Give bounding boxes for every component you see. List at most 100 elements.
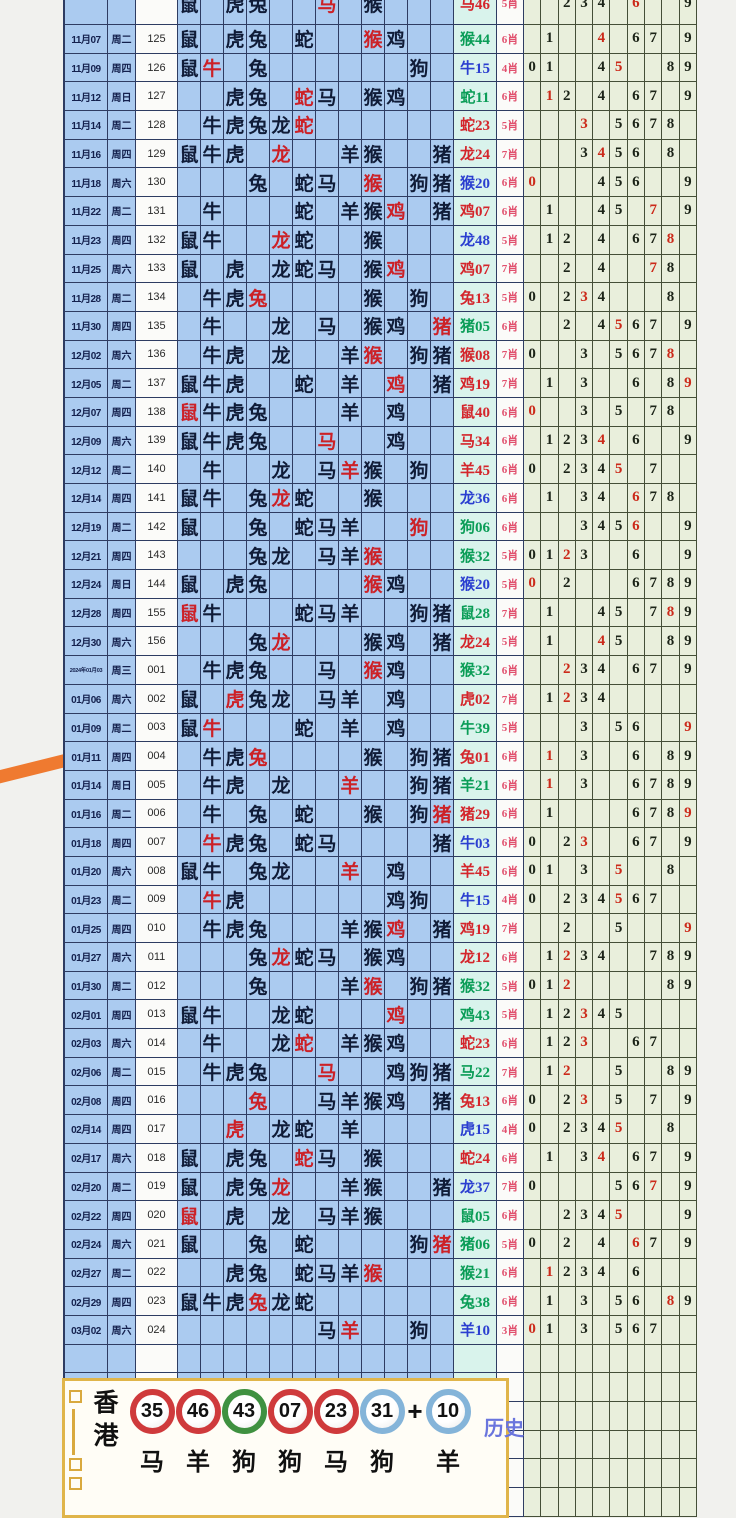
zodiac-cell [270, 570, 293, 599]
period-cell: 023 [136, 1287, 178, 1316]
period-cell: 141 [136, 484, 178, 513]
zodiac-cell [316, 856, 339, 886]
zodiac-cell [270, 25, 293, 54]
zodiac-cell: 蛇 [293, 25, 316, 54]
zodiac-cell [224, 541, 247, 571]
zodiac-cell [293, 885, 316, 915]
result-cell: 鼠28 [454, 598, 497, 628]
digit-cell [524, 197, 542, 226]
digit-cell: 2 [558, 914, 576, 943]
table-row: 12月14 周四 141 鼠牛兔龙蛇 猴 龙36 6肖 1 3 4 6 7 8 [65, 484, 697, 513]
digit-cell [662, 885, 680, 915]
date-cell: 12月02 [65, 340, 108, 370]
zodiac-cell [316, 369, 339, 398]
digit-cell [524, 943, 542, 972]
zodiac-cell: 兔 [247, 943, 270, 972]
zodiac-cell: 兔 [247, 1258, 270, 1288]
period-cell: 140 [136, 455, 178, 484]
zodiac-cell [339, 426, 362, 456]
zodiac-cell [385, 828, 408, 857]
zodiac-cell: 猴 [362, 139, 385, 169]
digit-cell: 6 [627, 713, 646, 743]
period-cell: 017 [136, 1115, 178, 1144]
zodiac-cell [362, 856, 385, 886]
result-cell: 龙24 [454, 627, 497, 657]
zodiac-cell [293, 283, 316, 312]
digit-cell [541, 1344, 559, 1374]
zodiac-cell [385, 971, 408, 1001]
digit-cell: 5 [610, 397, 628, 427]
digit-cell [662, 1029, 680, 1058]
digit-cell [679, 1459, 697, 1489]
digit-cell: 4 [593, 139, 611, 169]
zodiac-cell [201, 1229, 224, 1259]
ball-item: 35 马 [129, 1389, 175, 1477]
digit-cell [524, 484, 542, 513]
digit-cell [541, 283, 559, 312]
zodiac-cell [224, 856, 247, 886]
digit-cell [627, 1086, 646, 1116]
digit-cell: 3 [575, 1143, 594, 1173]
zodiac-cell [178, 1057, 201, 1087]
digit-cell: 2 [558, 0, 576, 25]
digit-cell [679, 1373, 697, 1402]
xiao-cell: 6肖 [497, 82, 524, 112]
period-cell: 002 [136, 684, 178, 714]
zodiac-cell [270, 1057, 293, 1087]
digit-cell: 5 [610, 311, 628, 341]
xiao-cell: 5肖 [497, 713, 524, 743]
zodiac-cell [224, 53, 247, 83]
date-cell: 02月17 [65, 1143, 108, 1173]
digit-cell: 8 [662, 225, 680, 255]
digit-cell [593, 1172, 611, 1202]
period-cell: 019 [136, 1172, 178, 1202]
digit-cell: 2 [558, 971, 576, 1001]
zodiac-cell: 虎 [224, 369, 247, 398]
weekday-cell: 周二 [108, 1057, 136, 1087]
digit-cell: 5 [610, 1000, 628, 1030]
zodiac-cell: 鸡 [385, 713, 408, 743]
zodiac-cell [339, 1143, 362, 1173]
digit-cell: 6 [627, 139, 646, 169]
digit-cell [627, 254, 646, 284]
digit-cell [558, 856, 576, 886]
digit-cell [627, 1430, 646, 1460]
zodiac-cell [293, 770, 316, 800]
digit-cell [541, 1373, 559, 1402]
zodiac-cell [431, 53, 454, 83]
digit-cell [662, 82, 680, 112]
zodiac-cell: 龙 [270, 111, 293, 140]
table-row: 12月05 周二 137 鼠牛虎 蛇羊鸡猪鸡19 7肖 1 3 6 8 9 [65, 369, 697, 398]
digit-cell [662, 25, 680, 54]
digit-cell [627, 856, 646, 886]
period-cell: 011 [136, 943, 178, 972]
period-cell: 130 [136, 168, 178, 198]
digit-cell: 3 [575, 455, 594, 484]
zodiac-cell [247, 1115, 270, 1144]
digit-cell [593, 1315, 611, 1345]
weekday-cell: 周四 [108, 1201, 136, 1230]
zodiac-cell [431, 0, 454, 25]
digit-cell: 0 [524, 856, 542, 886]
digit-cell: 7 [645, 1086, 663, 1116]
weekday-cell: 周二 [108, 455, 136, 484]
result-cell: 猴44 [454, 25, 497, 54]
digit-cell: 2 [558, 828, 576, 857]
zodiac-cell [339, 111, 362, 140]
period-cell: 132 [136, 225, 178, 255]
history-link[interactable]: 历史 [484, 1418, 524, 1440]
zodiac-cell: 马 [316, 426, 339, 456]
digit-cell [524, 1143, 542, 1173]
zodiac-cell: 鼠 [178, 512, 201, 542]
digit-cell: 8 [662, 139, 680, 169]
digit-cell [575, 570, 594, 599]
digit-cell [524, 1430, 542, 1460]
zodiac-cell [270, 1086, 293, 1116]
weekday-cell [108, 1344, 136, 1374]
zodiac-cell: 鼠 [178, 856, 201, 886]
table-row: 02月01 周四 013 鼠牛 龙蛇 鸡 鸡43 5肖 1 2 3 4 5 [65, 1000, 697, 1030]
digit-cell [627, 1201, 646, 1230]
date-cell: 12月05 [65, 369, 108, 398]
zodiac-cell: 羊 [339, 598, 362, 628]
zodiac-cell [408, 426, 431, 456]
